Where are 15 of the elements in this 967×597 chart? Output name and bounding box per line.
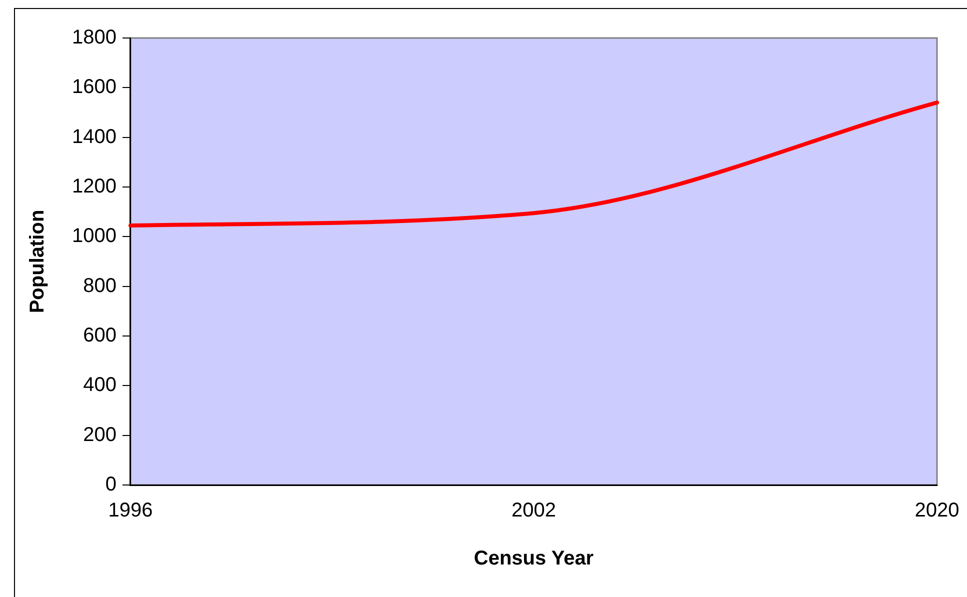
y-tick-label: 0: [105, 474, 116, 496]
x-axis-title: Census Year: [474, 548, 594, 570]
y-tick-label: 1200: [72, 176, 116, 198]
y-tick-label: 1400: [72, 126, 116, 148]
y-tick-label: 800: [83, 274, 116, 297]
x-tick-label: 2002: [511, 500, 556, 522]
y-tick-label: 1600: [72, 76, 116, 98]
x-tick-label: 2020: [914, 500, 960, 522]
y-tick-label: 200: [83, 424, 116, 446]
x-tick-label: 1996: [108, 500, 153, 522]
y-tick-label: 400: [83, 374, 116, 396]
y-axis-title: Population: [26, 210, 49, 314]
y-tick-label: 600: [83, 324, 116, 347]
y-tick-label: 1000: [72, 225, 116, 248]
y-tick-label: 1800: [72, 26, 116, 49]
